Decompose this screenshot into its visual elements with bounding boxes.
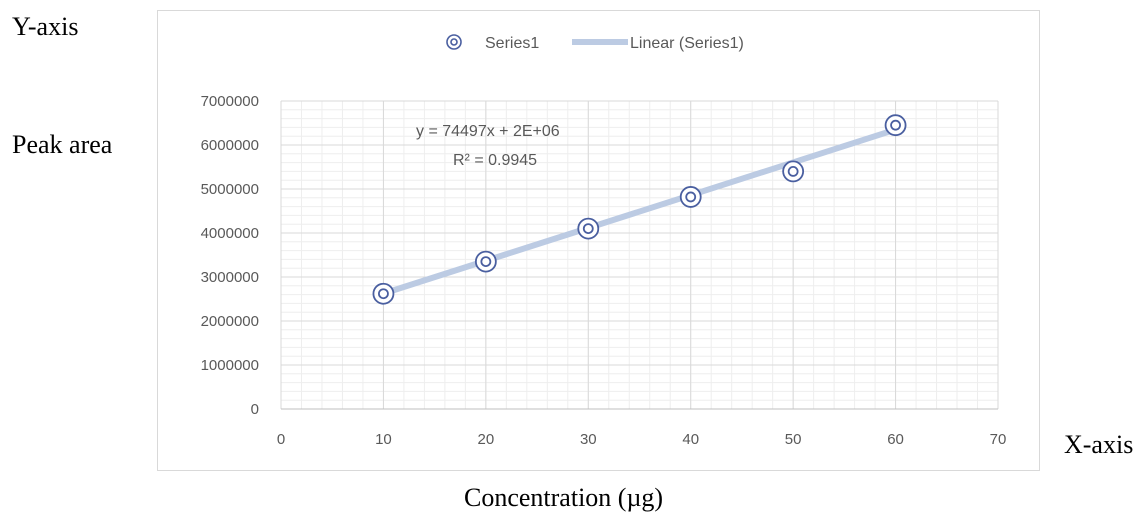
legend-marker-series1-inner xyxy=(450,38,458,46)
data-point-inner xyxy=(480,256,492,268)
x-tick-label: 20 xyxy=(478,431,495,448)
x-tick-labels: 0 10 20 30 40 50 60 70 xyxy=(277,431,1007,448)
data-point xyxy=(474,250,497,273)
y-tick-label: 5000000 xyxy=(201,181,259,198)
data-point xyxy=(577,217,600,240)
x-tick-label: 70 xyxy=(990,431,1007,448)
trendline xyxy=(380,126,899,297)
y-axis-name: Peak area xyxy=(12,130,113,159)
trendline-group xyxy=(380,126,899,297)
data-point-inner xyxy=(685,191,697,203)
data-point xyxy=(679,186,702,208)
chart-canvas: 0100000020000003000000400000050000006000… xyxy=(201,34,1007,448)
legend-label-trendline: Linear (Series1) xyxy=(630,35,744,52)
r-squared-label: R² = 0.9945 xyxy=(453,152,537,169)
x-axis-caption: X-axis xyxy=(1064,430,1134,459)
y-tick-label: 3000000 xyxy=(201,269,259,286)
y-tick-label: 2000000 xyxy=(201,313,259,330)
major-gridlines xyxy=(280,100,999,410)
x-tick-label: 40 xyxy=(682,431,699,448)
y-tick-label: 4000000 xyxy=(201,225,259,242)
chart-area: 0 1000000 2000000 3000000 4000000 5000000 6000… xyxy=(157,10,1040,471)
x-tick-label: 50 xyxy=(785,431,802,448)
minor-gridlines xyxy=(280,100,999,410)
x-axis-name: Concentration (µg) xyxy=(464,483,664,512)
data-point xyxy=(782,160,805,183)
data-point xyxy=(372,282,395,305)
y-tick-label: 1000000 xyxy=(201,357,259,374)
data-point-inner xyxy=(582,223,594,235)
y-tick-label: 6000000 xyxy=(201,137,259,154)
trendline-equation: y = 74497x + 2E+06 xyxy=(416,123,560,140)
legend: Series1 Linear (Series1) xyxy=(446,34,744,52)
data-point-inner xyxy=(787,165,799,177)
y-tick-label: 0 xyxy=(251,401,259,418)
y-axis-caption: Y-axis xyxy=(12,12,79,41)
y-tick-label: 7000000 xyxy=(201,93,259,110)
x-tick-label: 60 xyxy=(887,431,904,448)
y-tick-labels: 0 1000000 2000000 3000000 4000000 5000000 6000… xyxy=(201,93,259,418)
data-point-inner xyxy=(890,119,901,131)
data-points xyxy=(372,114,907,305)
x-tick-label: 0 xyxy=(277,431,285,448)
data-point-inner xyxy=(378,288,389,300)
x-tick-label: 30 xyxy=(580,431,597,448)
legend-marker-series1 xyxy=(446,34,462,50)
x-tick-label: 10 xyxy=(375,431,392,448)
data-point xyxy=(884,114,907,137)
legend-label-series1: Series1 xyxy=(485,35,539,52)
